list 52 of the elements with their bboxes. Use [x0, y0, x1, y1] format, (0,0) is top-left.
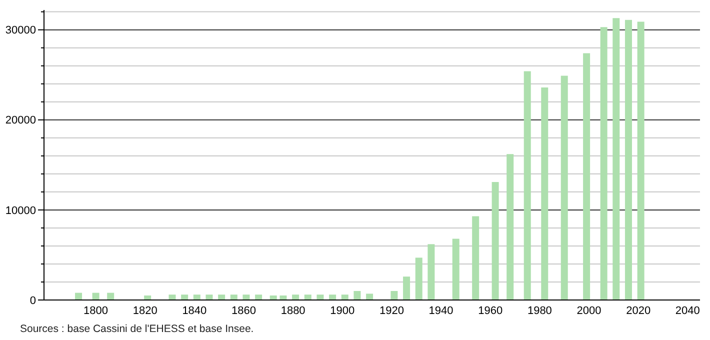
bar: [218, 294, 226, 300]
x-tick-label: 1880: [280, 305, 306, 317]
bar: [428, 244, 435, 300]
bar: [637, 22, 644, 300]
x-tick-label: 1940: [428, 305, 454, 317]
bar: [354, 290, 361, 300]
y-tick-label: 20000: [5, 114, 36, 127]
bar: [206, 294, 213, 300]
bar: [541, 87, 548, 300]
y-tick-label: 10000: [5, 204, 36, 217]
bar: [600, 27, 608, 300]
bar: [304, 294, 312, 300]
x-tick-label: 1920: [379, 305, 404, 317]
x-tick-label: 1900: [330, 305, 355, 317]
x-tick-label: 2020: [626, 305, 651, 317]
bar: [193, 294, 200, 300]
x-tick-label: 2000: [576, 305, 602, 317]
y-tick-label: 30000: [5, 24, 36, 37]
bar: [524, 71, 531, 300]
bar: [181, 294, 188, 300]
bar: [341, 294, 348, 300]
bar: [452, 238, 460, 300]
bar: [255, 294, 262, 300]
bar: [612, 18, 620, 300]
x-tick-label: 1800: [84, 305, 108, 317]
y-tick-label: 0: [30, 294, 36, 307]
bar: [415, 258, 422, 300]
bar: [560, 76, 568, 300]
x-tick-label: 1960: [478, 305, 503, 317]
bar: [242, 294, 250, 300]
bar: [316, 294, 324, 300]
bar: [624, 20, 632, 300]
bar: [403, 276, 410, 300]
x-tick-label: 1840: [182, 305, 207, 317]
bar: [492, 182, 499, 300]
bar: [292, 294, 300, 300]
source-note: Sources : base Cassini de l'EHESS et base Insee.: [20, 323, 254, 335]
bar: [366, 294, 374, 300]
bar: [75, 292, 82, 300]
x-tick-label: 1860: [232, 305, 256, 317]
bar: [583, 53, 590, 300]
x-tick-label: 2040: [675, 305, 700, 317]
bar: [230, 294, 238, 300]
bar: [390, 290, 398, 300]
bar: [506, 154, 514, 300]
x-tick-label: 1980: [527, 305, 552, 317]
x-tick-label: 1820: [132, 305, 158, 317]
bar: [92, 292, 100, 300]
bar: [168, 294, 176, 300]
bar: [107, 292, 114, 300]
bar: [329, 294, 336, 300]
bar: [472, 216, 480, 300]
